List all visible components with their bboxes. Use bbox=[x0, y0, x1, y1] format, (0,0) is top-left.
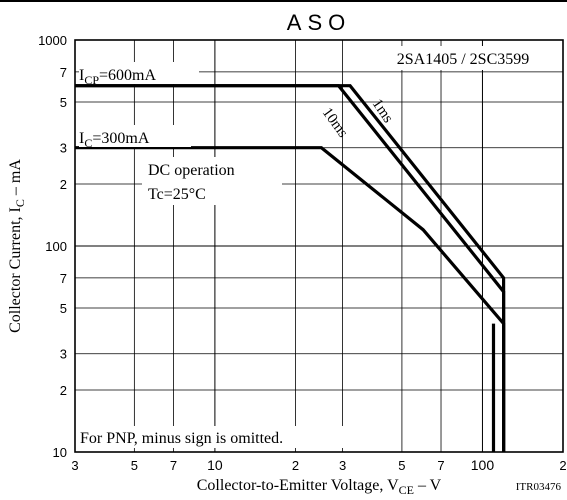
y-tick-label-4: 7 bbox=[60, 271, 67, 286]
y-tick-label-10: 1000 bbox=[38, 33, 67, 48]
x-axis-label: Collector-to-Emitter Voltage, VCE – V bbox=[197, 477, 442, 497]
y-tick-label-3: 5 bbox=[60, 301, 67, 316]
tc-text: Tc=25°C bbox=[148, 186, 206, 203]
y-tick-label-6: 2 bbox=[60, 177, 67, 192]
pnp-note-text: For PNP, minus sign is omitted. bbox=[80, 430, 283, 447]
svg-text:ICP=600mA: ICP=600mA bbox=[79, 67, 156, 87]
x-tick-label-8: 100 bbox=[471, 457, 495, 473]
y-tick-label-7: 3 bbox=[60, 141, 67, 156]
ic-main: I bbox=[79, 130, 84, 147]
ic-label: IC=300mA bbox=[79, 125, 191, 150]
y-tick-label-5: 100 bbox=[45, 239, 67, 254]
series-line-dc-operation bbox=[75, 146, 506, 452]
x-tick-label-7: 7 bbox=[437, 458, 444, 473]
tick-labels: 3 5 7 10 2 3 5 7 100 2 10 2 3 5 7 100 2 3 5 7 1000 bbox=[38, 33, 567, 473]
x-tick-label-1: 5 bbox=[131, 458, 138, 473]
plot-frame bbox=[74, 39, 564, 453]
svg-text:IC=300mA: IC=300mA bbox=[79, 130, 150, 150]
icp-label: ICP=600mA bbox=[79, 62, 199, 87]
x-tick-label-6: 5 bbox=[398, 458, 405, 473]
y-tick-label-0: 10 bbox=[53, 445, 67, 460]
icp-sub: CP bbox=[84, 73, 99, 87]
figure-code: ITR03476 bbox=[516, 481, 562, 493]
grid-lines bbox=[74, 39, 564, 453]
y-tick-label-8: 5 bbox=[60, 95, 67, 110]
label-10ms: 10ms bbox=[319, 105, 351, 141]
y-axis-sub: C bbox=[13, 199, 27, 207]
x-axis-sub: CE bbox=[399, 483, 414, 497]
x-axis-main: Collector-to-Emitter Voltage, V bbox=[197, 477, 399, 494]
ic-sub: C bbox=[84, 136, 92, 150]
y-axis-rest: – mA bbox=[7, 159, 24, 199]
chart-title: ASO bbox=[287, 10, 351, 35]
part-number: 2SA1405 / 2SC3599 bbox=[397, 51, 529, 68]
icp-rest: =600mA bbox=[99, 67, 156, 84]
icp-main: I bbox=[79, 67, 84, 84]
x-tick-label-5: 3 bbox=[339, 458, 346, 473]
pnp-note: For PNP, minus sign is omitted. bbox=[78, 426, 350, 448]
ic-rest: =300mA bbox=[92, 130, 149, 147]
x-tick-label-9: 2 bbox=[559, 458, 566, 473]
x-tick-label-0: 3 bbox=[71, 458, 78, 473]
y-tick-label-1: 2 bbox=[60, 383, 67, 398]
y-axis-main: Collector Current, I bbox=[7, 207, 24, 333]
y-axis-label: Collector Current, IC – mA bbox=[7, 159, 27, 333]
x-tick-label-3: 10 bbox=[207, 457, 223, 473]
y-tick-label-9: 7 bbox=[60, 65, 67, 80]
x-tick-label-4: 2 bbox=[292, 458, 299, 473]
part-number-box: 2SA1405 / 2SC3599 bbox=[368, 46, 558, 70]
series-group bbox=[75, 84, 506, 452]
x-axis-rest: – V bbox=[414, 477, 442, 494]
x-tick-label-2: 7 bbox=[170, 458, 177, 473]
dc-operation-text: DC operation bbox=[148, 162, 235, 179]
y-tick-label-2: 3 bbox=[60, 347, 67, 362]
dc-operation-label: DC operation Tc=25°C bbox=[142, 157, 282, 205]
label-1ms: 1ms bbox=[369, 96, 396, 126]
